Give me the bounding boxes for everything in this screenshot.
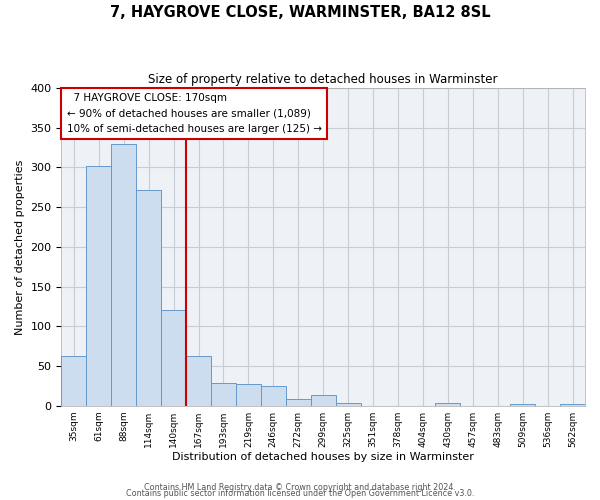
Y-axis label: Number of detached properties: Number of detached properties (15, 159, 25, 334)
Bar (510, 404, 535, 406)
Text: Contains HM Land Registry data © Crown copyright and database right 2024.: Contains HM Land Registry data © Crown c… (144, 484, 456, 492)
Bar (161, 310, 186, 406)
Bar (436, 402, 460, 406)
Bar (286, 400, 311, 406)
X-axis label: Distribution of detached houses by size in Warminster: Distribution of detached houses by size … (172, 452, 474, 462)
Bar (186, 356, 211, 406)
Bar (261, 386, 286, 406)
Bar (86, 166, 111, 406)
Text: 7, HAYGROVE CLOSE, WARMINSTER, BA12 8SL: 7, HAYGROVE CLOSE, WARMINSTER, BA12 8SL (110, 5, 490, 20)
Text: Contains public sector information licensed under the Open Government Licence v3: Contains public sector information licen… (126, 490, 474, 498)
Bar (236, 384, 261, 406)
Bar (335, 402, 361, 406)
Bar (111, 144, 136, 406)
Title: Size of property relative to detached houses in Warminster: Size of property relative to detached ho… (148, 72, 498, 86)
Bar (61, 356, 86, 406)
Bar (211, 382, 236, 406)
Text: 7 HAYGROVE CLOSE: 170sqm  
← 90% of detached houses are smaller (1,089)
10% of s: 7 HAYGROVE CLOSE: 170sqm ← 90% of detach… (67, 93, 322, 134)
Bar (560, 404, 585, 406)
Bar (311, 396, 335, 406)
Bar (136, 190, 161, 406)
